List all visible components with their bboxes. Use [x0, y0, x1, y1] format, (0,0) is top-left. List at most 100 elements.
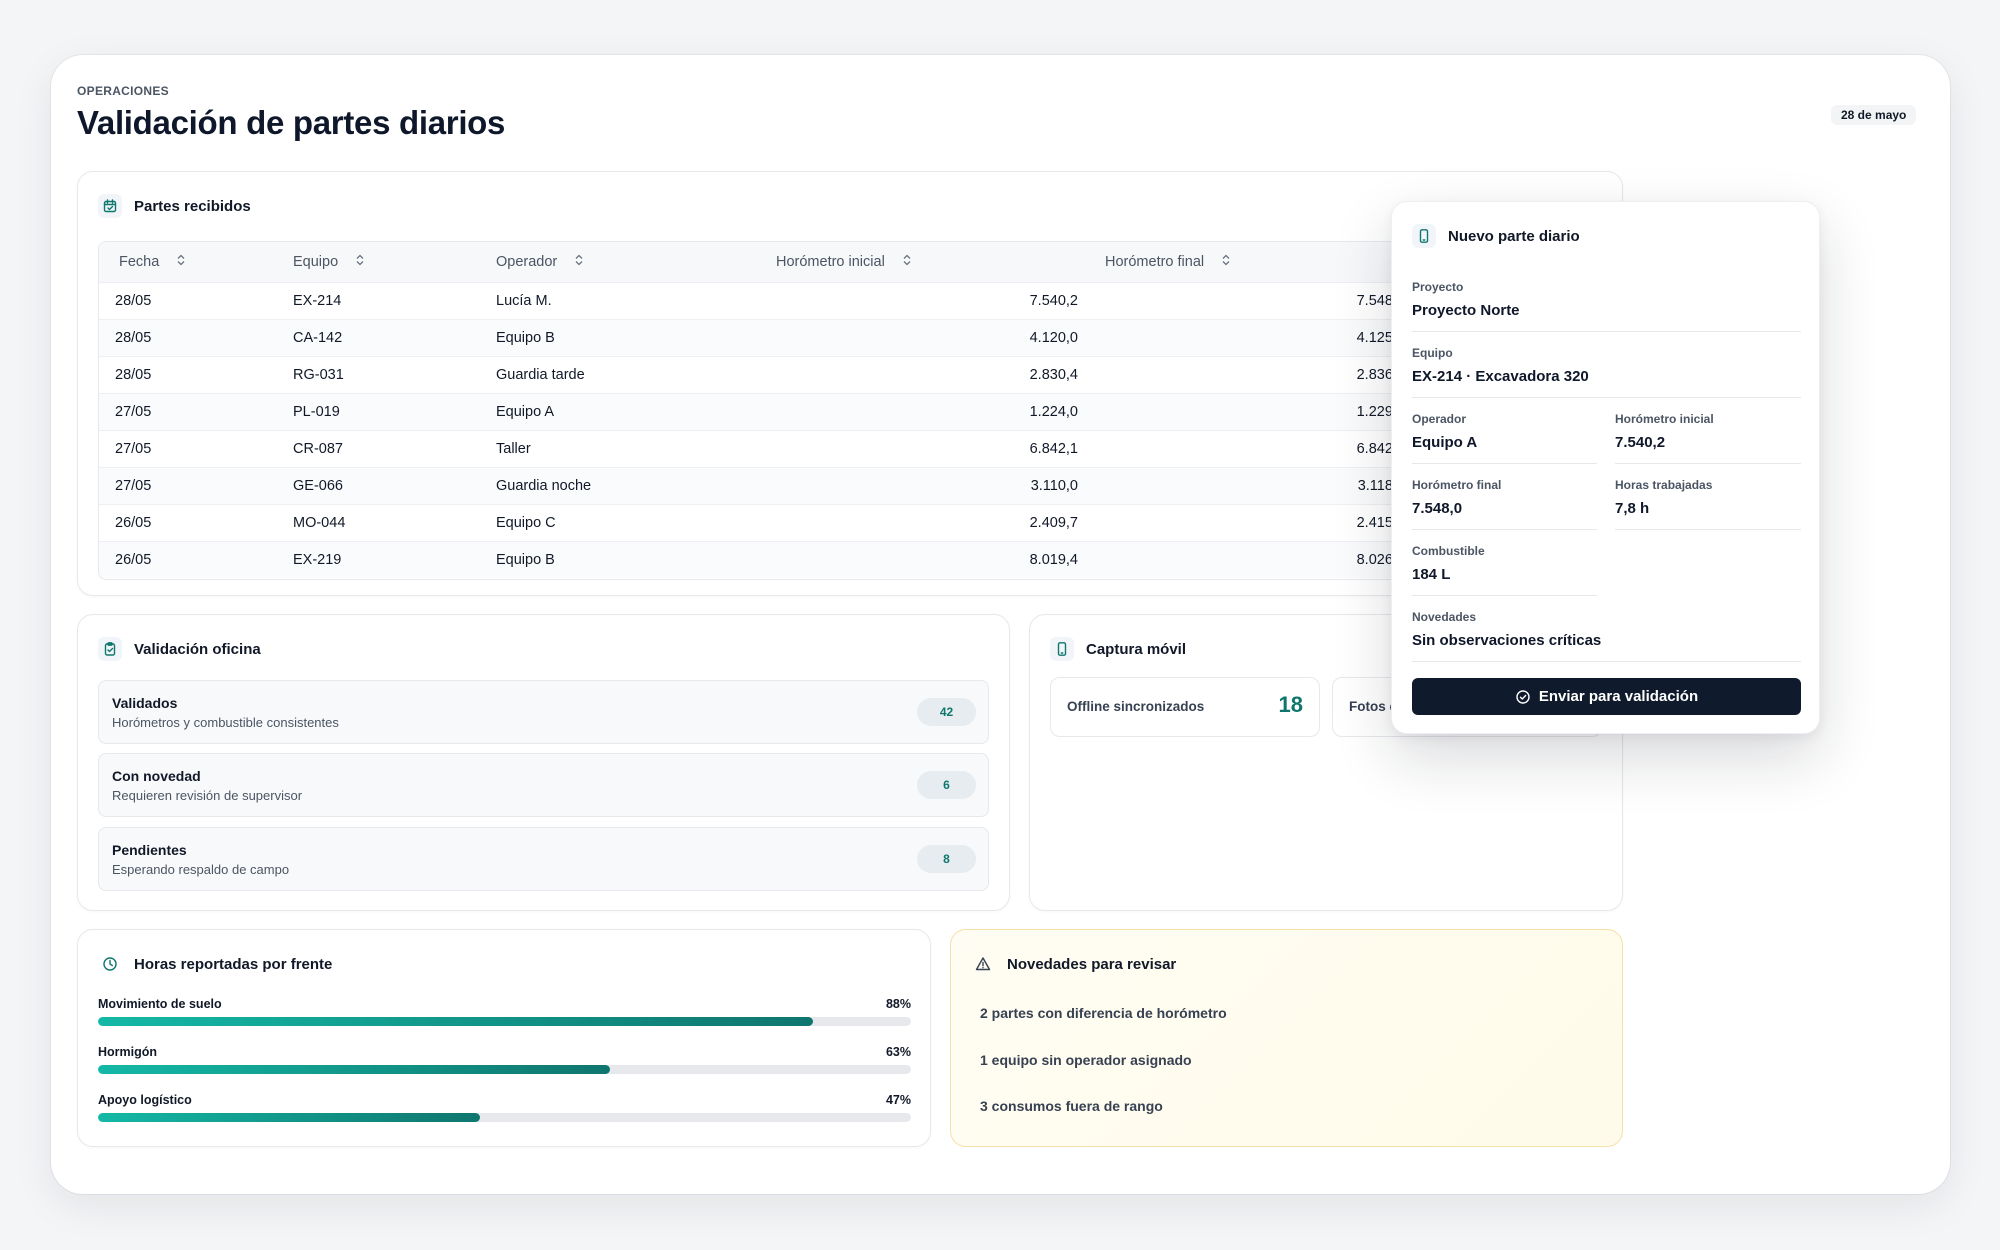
field-horas-trabajadas[interactable]: Horas trabajadas 7,8 h [1615, 478, 1800, 517]
cell-fecha: 28/05 [99, 355, 293, 393]
field-label: Novedades [1412, 610, 1477, 624]
cell-inicial: 4.120,0 [776, 318, 1105, 356]
cell-inicial: 7.540,2 [776, 281, 1105, 319]
stat-label: Fotos c [1349, 699, 1398, 714]
field-label: Proyecto [1412, 280, 1464, 294]
check-circle-icon [1516, 689, 1530, 704]
calendar-check-icon [98, 194, 122, 218]
col-equipo[interactable]: Equipo [293, 242, 496, 282]
sort-icon[interactable] [575, 254, 583, 270]
table-row[interactable]: 27/05 CR-087 Taller 6.842,1 6.842,1 M [99, 429, 1486, 467]
validation-item-title: Pendientes [112, 842, 187, 858]
table-row[interactable]: 26/05 EX-219 Equipo B 8.019,4 8.026,1 P [99, 540, 1486, 578]
cell-inicial: 3.110,0 [776, 466, 1105, 504]
field-label: Combustible [1412, 544, 1485, 558]
table-row[interactable]: 27/05 PL-019 Equipo A 1.224,0 1.229,0 V [99, 392, 1486, 430]
field-value: 7.540,2 [1615, 434, 1666, 451]
cell-final: 3.118,2 [1105, 466, 1411, 504]
cell-operador: Guardia noche [496, 466, 776, 504]
sort-icon[interactable] [177, 254, 185, 270]
received-card-title: Partes recibidos [134, 197, 251, 215]
field-horometro-final[interactable]: Horómetro final 7.548,0 [1412, 478, 1597, 517]
office-validation-card: Validación oficina Validados Horómetros … [77, 614, 1010, 911]
alerts-card: Novedades para revisar 2 partes con dife… [950, 929, 1623, 1147]
sort-icon[interactable] [356, 254, 364, 270]
col-operador[interactable]: Operador [496, 242, 776, 282]
progress-fill [98, 1017, 814, 1026]
sort-icon[interactable] [903, 254, 911, 270]
alert-item[interactable]: 1 equipo sin operador asignado [980, 1052, 1192, 1068]
hours-bar-label: Movimiento de suelo [98, 997, 222, 1011]
new-daily-report-panel: Nuevo parte diario Proyecto Proyecto Nor… [1391, 201, 1820, 734]
table-row[interactable]: 28/05 EX-214 Lucía M. 7.540,2 7.548,0 V [99, 281, 1486, 319]
col-fecha[interactable]: Fecha [99, 242, 293, 282]
submit-validation-button[interactable]: Enviar para validación [1412, 678, 1801, 715]
col-horometro-final-label: Horómetro final [1105, 253, 1205, 270]
cell-operador: Taller [496, 429, 776, 467]
cell-operador: Lucía M. [496, 281, 776, 319]
date-badge[interactable]: 28 de mayo [1831, 105, 1917, 125]
received-table: Fecha Equipo Operador Horómetro inicial [98, 241, 1487, 580]
col-horometro-inicial[interactable]: Horómetro inicial [776, 242, 1105, 282]
table-row[interactable]: 27/05 GE-066 Guardia noche 3.110,0 3.118… [99, 466, 1486, 504]
cell-inicial: 1.224,0 [776, 392, 1105, 430]
table-row[interactable]: 28/05 RG-031 Guardia tarde 2.830,4 2.836… [99, 355, 1486, 393]
cell-final: 6.842,1 [1105, 429, 1411, 467]
field-label: Horómetro inicial [1615, 412, 1714, 426]
cell-final: 1.229,0 [1105, 392, 1411, 430]
stat-value: 18 [1278, 692, 1303, 717]
stat-offline-synced: Offline sincronizados 18 [1050, 677, 1320, 737]
hours-card-header: Horas reportadas por frente [98, 952, 332, 976]
cell-equipo: GE-066 [293, 466, 496, 504]
validation-item-title: Con novedad [112, 768, 201, 784]
validation-item-subtitle: Horómetros y combustible consistentes [112, 715, 339, 730]
field-value: 184 L [1412, 566, 1451, 583]
validation-item-validados[interactable]: Validados Horómetros y combustible consi… [98, 680, 989, 744]
validation-item-pendientes[interactable]: Pendientes Esperando respaldo de campo 8 [98, 827, 989, 891]
page-title: Validación de partes diarios [77, 104, 506, 141]
hours-bar-label: Apoyo logístico [98, 1093, 192, 1107]
field-value: EX-214 · Excavadora 320 [1412, 368, 1589, 385]
cell-equipo: CR-087 [293, 429, 496, 467]
field-value: Proyecto Norte [1412, 302, 1520, 319]
cell-inicial: 8.019,4 [776, 540, 1105, 578]
col-horometro-final[interactable]: Horómetro final [1105, 242, 1411, 282]
field-combustible[interactable]: Combustible 184 L [1412, 544, 1597, 583]
table-row[interactable]: 28/05 CA-142 Equipo B 4.120,0 4.125,5 C [99, 318, 1486, 356]
col-fecha-label: Fecha [119, 253, 160, 270]
table-row[interactable]: 26/05 MO-044 Equipo C 2.409,7 2.415,0 V [99, 503, 1486, 541]
cell-fecha: 28/05 [99, 318, 293, 356]
cell-equipo: EX-219 [293, 540, 496, 578]
field-value: Sin observaciones críticas [1412, 632, 1602, 649]
cell-fecha: 26/05 [99, 503, 293, 541]
col-equipo-label: Equipo [293, 253, 339, 270]
hours-card: Horas reportadas por frente Movimiento d… [77, 929, 931, 1147]
field-label: Horas trabajadas [1615, 478, 1713, 492]
validation-item-con-novedad[interactable]: Con novedad Requieren revisión de superv… [98, 753, 989, 817]
field-value: Equipo A [1412, 434, 1478, 451]
field-operador[interactable]: Operador Equipo A [1412, 412, 1597, 451]
field-label: Operador [1412, 412, 1467, 426]
cell-inicial: 2.830,4 [776, 355, 1105, 393]
alert-item[interactable]: 3 consumos fuera de rango [980, 1098, 1163, 1114]
cell-equipo: RG-031 [293, 355, 496, 393]
field-equipo[interactable]: Equipo EX-214 · Excavadora 320 [1412, 346, 1801, 385]
received-card: Partes recibidos Fecha Equipo Operador [77, 171, 1623, 596]
alert-item[interactable]: 2 partes con diferencia de horómetro [980, 1005, 1227, 1021]
submit-label: Enviar para validación [1538, 688, 1699, 705]
field-value: 7.548,0 [1412, 500, 1463, 517]
mobile-card-title: Captura móvil [1086, 640, 1187, 658]
divider [1412, 463, 1597, 464]
cell-fecha: 28/05 [99, 281, 293, 319]
field-proyecto[interactable]: Proyecto Proyecto Norte [1412, 280, 1801, 319]
hours-bar-label: Hormigón [98, 1045, 158, 1059]
cell-fecha: 27/05 [99, 392, 293, 430]
cell-fecha: 26/05 [99, 540, 293, 578]
field-horometro-inicial[interactable]: Horómetro inicial 7.540,2 [1615, 412, 1800, 451]
cell-equipo: PL-019 [293, 392, 496, 430]
sort-icon[interactable] [1222, 254, 1230, 270]
field-novedades[interactable]: Novedades Sin observaciones críticas [1412, 610, 1801, 649]
warning-triangle-icon [971, 952, 995, 976]
clipboard-check-icon [98, 637, 122, 661]
divider [1615, 463, 1801, 464]
